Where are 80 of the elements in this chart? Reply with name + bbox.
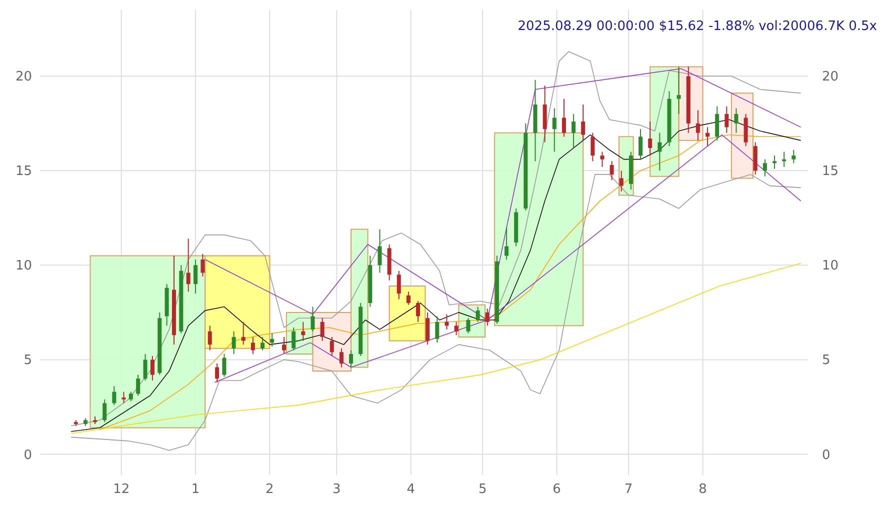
candlestick — [378, 228, 382, 274]
candlestick — [648, 121, 652, 156]
candlestick — [112, 386, 116, 406]
candlestick — [435, 316, 440, 344]
candlestick — [260, 336, 265, 351]
candlestick — [310, 306, 315, 332]
candlestick — [282, 336, 286, 355]
x-tick-label: 4 — [406, 482, 415, 497]
candlestick — [504, 226, 509, 260]
candlestick — [241, 321, 246, 346]
candlestick — [562, 98, 566, 138]
x-tick-label: 8 — [698, 482, 707, 497]
candlestick — [339, 348, 344, 368]
candlestick — [194, 259, 198, 294]
candlestick — [349, 350, 354, 368]
candlestick — [619, 170, 624, 192]
candlestick — [200, 253, 205, 278]
candlestick — [658, 132, 662, 172]
candlestick — [715, 106, 720, 141]
x-tick-label: 7 — [624, 482, 633, 497]
candlestick — [485, 308, 490, 326]
candlestick — [222, 354, 226, 378]
candlestick — [396, 270, 401, 300]
candlestick — [232, 330, 236, 355]
y2-tick-label: 15 — [822, 164, 839, 180]
candlestick — [320, 318, 324, 342]
y-tick-label: 0 — [24, 448, 32, 463]
candlestick — [426, 312, 430, 346]
candlestick — [406, 291, 410, 306]
y2-tick-label: 10 — [822, 258, 839, 274]
candlestick — [444, 314, 449, 330]
y2-tick-label: 5 — [822, 353, 830, 368]
x-tick-label: 1 — [191, 482, 200, 497]
line-series — [70, 262, 802, 434]
candlestick — [581, 104, 586, 141]
candlestick — [122, 391, 126, 404]
candlestick — [250, 336, 255, 355]
text: 2025.08.29 00:00:00 $15.62 -1.88% vol:20006.7K 0.5x — [518, 19, 878, 34]
candlestick — [128, 391, 133, 402]
y-tick-label: 5 — [24, 353, 32, 368]
candlestick — [572, 113, 576, 148]
candlestick — [136, 374, 140, 396]
x-tick-label: 3 — [332, 482, 341, 497]
candlestick — [476, 306, 480, 322]
x-tick-label: 12 — [113, 482, 130, 497]
candlestick — [143, 354, 148, 381]
candlestick — [270, 332, 274, 347]
candlestick — [696, 110, 700, 141]
candlestick — [150, 355, 154, 381]
y-tick-label: 10 — [15, 258, 32, 274]
candlestick — [676, 66, 681, 114]
candlestick — [590, 132, 595, 162]
candlestick — [454, 321, 458, 336]
candlestick — [610, 160, 614, 181]
candlestick — [792, 149, 796, 164]
line-series — [70, 51, 802, 426]
candlestick — [330, 336, 334, 356]
candlestick — [208, 325, 212, 351]
candlestick — [638, 128, 643, 160]
candlestick — [552, 108, 556, 152]
x-tick-label: 6 — [552, 482, 561, 497]
candlestick — [186, 238, 190, 292]
candlestick — [466, 318, 470, 334]
y-tick-label: 20 — [15, 70, 32, 85]
candlestick — [416, 300, 420, 322]
candlestick — [706, 126, 710, 147]
y2-tick-label: 20 — [822, 70, 839, 85]
candlestick — [292, 327, 296, 351]
y2-tick-label: 0 — [822, 448, 830, 463]
y-tick-label: 15 — [15, 164, 32, 180]
candlestick — [734, 108, 738, 134]
candlestick — [762, 158, 767, 177]
candlestick — [772, 155, 777, 170]
candlestick — [724, 106, 729, 134]
candlestick — [600, 151, 604, 168]
x-tick-label: 5 — [478, 482, 487, 497]
candlestick — [102, 398, 107, 423]
candlestick — [215, 362, 220, 383]
x-tick-label: 2 — [266, 482, 274, 497]
candlestick — [301, 321, 306, 342]
